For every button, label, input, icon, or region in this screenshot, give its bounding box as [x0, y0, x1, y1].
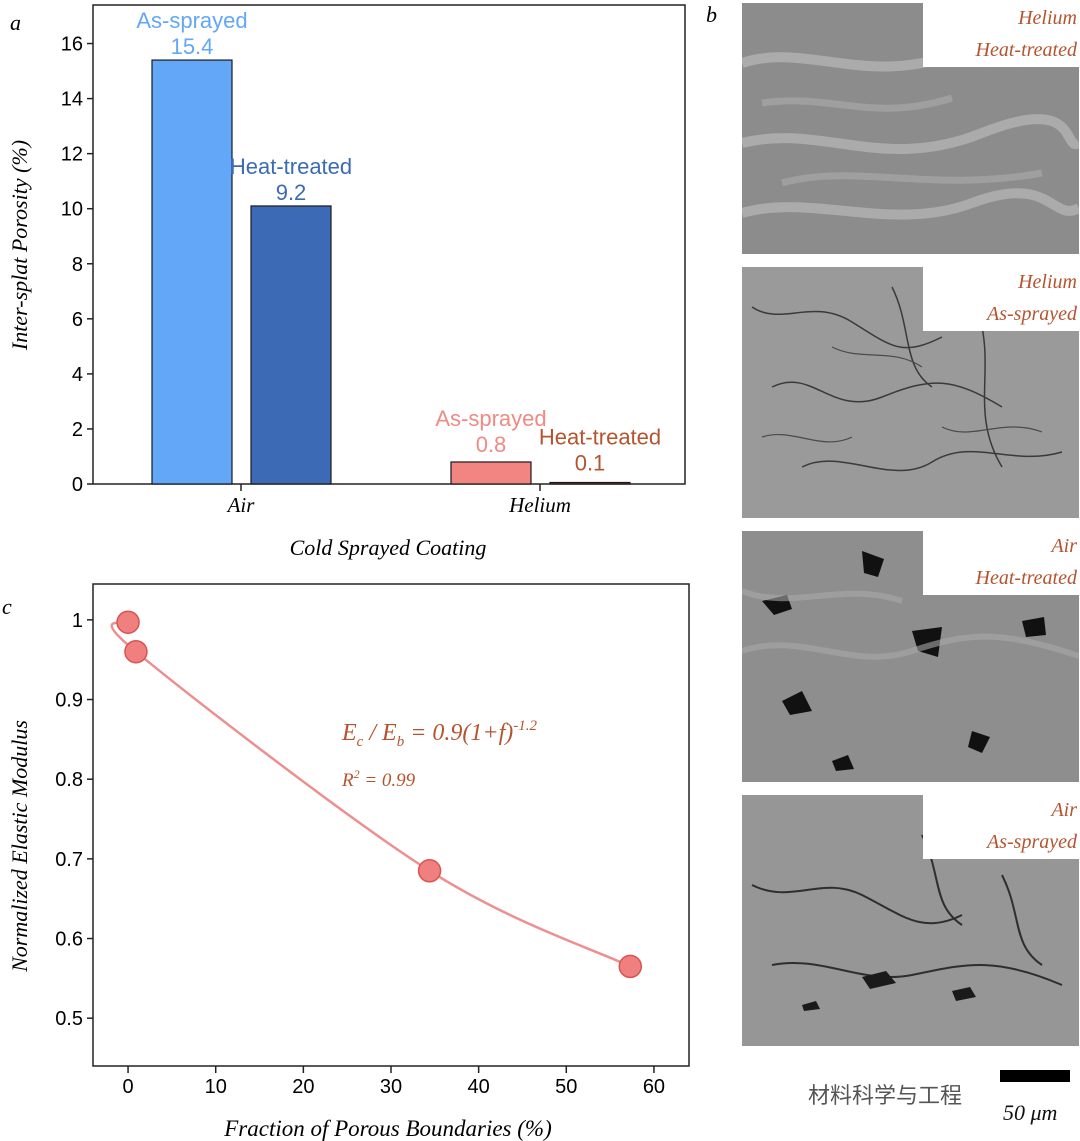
bar-series-label: As-sprayed [136, 8, 247, 33]
scale-bar-label: 50 μm [1003, 1100, 1058, 1125]
data-point [124, 639, 148, 664]
micrograph-state: Heat-treated [975, 39, 1077, 61]
plot-frame-c [92, 583, 690, 1067]
y-axis-title-a: Inter-splat Porosity (%) [7, 140, 32, 351]
y-axis-title-c: Normalized Elastic Modulus [7, 720, 32, 973]
bar-series-a: As-sprayed15.4Heat-treated9.2As-sprayed0… [136, 8, 661, 485]
x-tick-label: 50 [555, 1076, 577, 1098]
y-tick-label: 4 [72, 364, 83, 386]
x-tick-label: 20 [292, 1076, 314, 1098]
micrograph-label: Air As-sprayed [923, 795, 1079, 859]
micrograph-state: As-sprayed [987, 303, 1077, 325]
bar-value-label: 9.2 [276, 180, 307, 205]
micrograph-gas: Air [1051, 535, 1077, 557]
y-tick-label: 2 [72, 419, 83, 441]
data-point [417, 859, 442, 883]
panel-letter-b: b [706, 2, 717, 27]
bar [250, 205, 332, 485]
y-tick-label: 0.9 [55, 690, 83, 712]
bar [151, 59, 233, 485]
x-axis-title-a: Cold Sprayed Coating [290, 535, 487, 560]
panel-letter-a: a [10, 10, 21, 35]
y-tick-label: 0.5 [55, 1008, 83, 1030]
x-tick-label: 40 [468, 1076, 490, 1098]
micrograph-gas: Helium [1018, 271, 1077, 293]
bar-value-label: 0.8 [476, 432, 507, 457]
y-tick-label: 14 [61, 89, 83, 111]
y-tick-label: 0.6 [55, 929, 83, 951]
watermark: 材料科学与工程 [808, 1084, 963, 1109]
x-tick-label: Air [226, 493, 256, 517]
y-tick-label: 10 [61, 199, 83, 221]
bar [450, 461, 532, 485]
micrograph-gas: Helium [1018, 7, 1077, 29]
y-tick-label: 16 [61, 34, 83, 56]
micrograph-air-heat-treated: Air Heat-treated [742, 531, 1079, 782]
micrograph-label: Helium As-sprayed [923, 267, 1079, 331]
scatter-points [116, 610, 643, 979]
micrograph-state: Heat-treated [975, 567, 1077, 589]
scale-bar [1000, 1070, 1070, 1082]
x-axis-c: 0 10 20 30 40 50 60 [122, 1066, 665, 1098]
plot-frame-a [92, 4, 686, 485]
scatter-chart-modulus: 0.5 0.6 0.7 0.8 0.9 1 0 10 20 30 40 50 60 Ec / Eb =… [7, 583, 690, 1141]
y-tick-label: 12 [61, 144, 83, 166]
micrograph-gas: Air [1051, 799, 1077, 821]
y-axis-a: 0 2 4 6 8 10 12 14 16 [61, 34, 93, 496]
y-tick-label: 1 [72, 610, 83, 632]
bar-series-label: Heat-treated [230, 154, 352, 179]
micrograph-air-as-sprayed: Air As-sprayed [742, 795, 1079, 1046]
bar [549, 481, 631, 485]
fit-equation: Ec / Eb = 0.9(1+f)-1.2 [341, 718, 537, 750]
r-squared: R2 = 0.99 [341, 767, 416, 791]
y-tick-label: 0.8 [55, 769, 83, 791]
x-axis-title-c: Fraction of Porous Boundaries (%) [223, 1116, 552, 1141]
y-tick-label: 6 [72, 309, 83, 331]
micrograph-helium-heat-treated: Helium Heat-treated [742, 3, 1079, 254]
x-tick-label: Helium [508, 493, 571, 517]
y-tick-label: 0 [72, 474, 83, 496]
x-tick-label: 10 [205, 1076, 227, 1098]
bar-series-label: As-sprayed [435, 406, 546, 431]
micrograph-helium-as-sprayed: Helium As-sprayed [742, 267, 1079, 518]
x-tick-label: 60 [643, 1076, 665, 1098]
y-tick-label: 0.7 [55, 849, 83, 871]
panel-letter-c: c [2, 594, 12, 619]
bar-value-label: 15.4 [171, 34, 214, 59]
y-tick-label: 8 [72, 254, 83, 276]
y-axis-c: 0.5 0.6 0.7 0.8 0.9 1 [55, 610, 93, 1030]
micrograph-label: Helium Heat-treated [923, 3, 1079, 67]
data-point [618, 954, 643, 979]
micrograph-state: As-sprayed [987, 831, 1077, 853]
x-axis-a: Air Helium [226, 484, 571, 517]
bar-series-label: Heat-treated [539, 425, 661, 450]
micrograph-image [742, 267, 1079, 518]
data-point [116, 610, 140, 634]
bar-value-label: 0.1 [575, 451, 606, 476]
x-tick-label: 0 [122, 1076, 133, 1098]
micrograph-label: Air Heat-treated [923, 531, 1079, 595]
fit-curve [110, 621, 631, 968]
x-tick-label: 30 [380, 1076, 402, 1098]
